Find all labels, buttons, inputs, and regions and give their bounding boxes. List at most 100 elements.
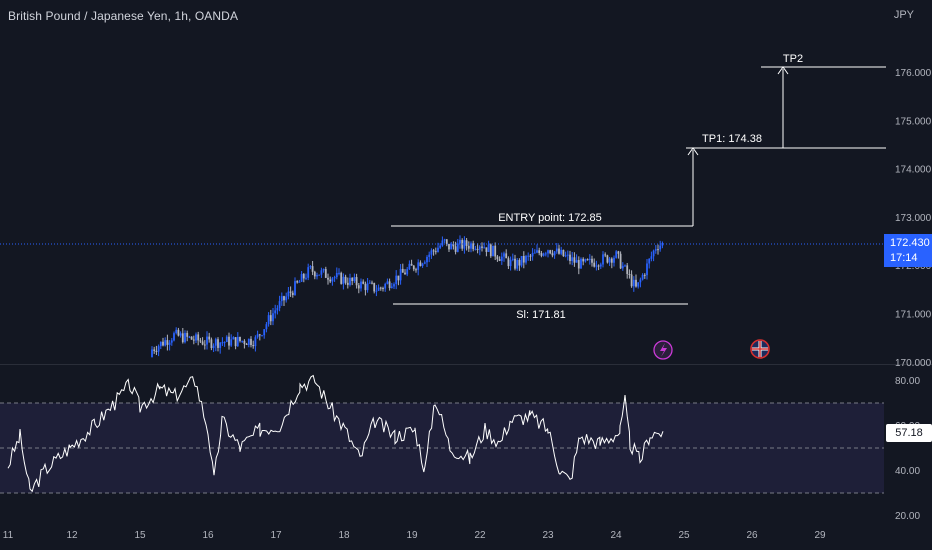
price-axis[interactable]: 176.000175.000174.000173.000172.000171.0… xyxy=(895,68,932,369)
candle-body xyxy=(377,287,380,291)
time-tick-label: 25 xyxy=(678,530,690,541)
candle-body xyxy=(153,349,156,351)
candle-body xyxy=(632,279,635,287)
candle-body xyxy=(423,262,426,264)
candle-body xyxy=(278,301,281,309)
candle-body xyxy=(219,342,222,348)
candle-body xyxy=(463,240,466,249)
candle-body xyxy=(476,248,479,250)
candle-body xyxy=(357,285,360,289)
candle-body xyxy=(522,255,525,263)
candle-body xyxy=(298,281,301,283)
candle-body xyxy=(351,277,354,281)
bar-countdown: 17:14 xyxy=(890,252,918,264)
time-tick-label: 16 xyxy=(202,530,214,541)
candle-body xyxy=(494,245,497,257)
time-tick-label: 22 xyxy=(474,530,486,541)
candle-body xyxy=(225,336,228,343)
candle-body xyxy=(245,343,248,345)
candle-body xyxy=(291,292,294,295)
candlestick-series[interactable] xyxy=(151,235,664,358)
time-tick-label: 18 xyxy=(338,530,350,541)
candle-body xyxy=(190,336,193,340)
candle-body xyxy=(443,239,446,241)
candle-body xyxy=(604,254,607,256)
candle-body xyxy=(470,243,472,249)
candle-body xyxy=(419,262,422,267)
candle-body xyxy=(505,253,508,259)
candle-body xyxy=(305,277,307,279)
candle-body xyxy=(406,269,409,275)
candle-body xyxy=(648,258,651,264)
price-tick-label: 171.000 xyxy=(895,310,932,321)
candle-body xyxy=(177,329,180,336)
candle-body xyxy=(426,256,428,263)
rsi-line[interactable] xyxy=(7,374,664,493)
candle-body xyxy=(474,248,477,250)
candle-body xyxy=(395,275,398,285)
candle-body xyxy=(342,276,345,284)
candle-body xyxy=(294,281,296,295)
candle-body xyxy=(206,336,208,345)
lightning-icon[interactable] xyxy=(653,340,673,360)
candle-body xyxy=(529,255,532,257)
candle-body xyxy=(571,257,574,261)
candle-body xyxy=(588,258,591,260)
candle-body xyxy=(657,249,659,251)
candle-body xyxy=(566,254,569,256)
candle-body xyxy=(597,265,600,267)
candle-body xyxy=(613,257,615,263)
candle-body xyxy=(250,338,252,346)
candle-body xyxy=(646,263,648,276)
candle-body xyxy=(175,329,178,334)
candle-body xyxy=(404,272,406,275)
candle-body xyxy=(287,291,290,297)
uk-flag-icon[interactable] xyxy=(750,339,770,359)
candle-body xyxy=(417,262,420,270)
candle-body xyxy=(329,279,332,282)
candle-body xyxy=(536,250,538,253)
candle-body xyxy=(195,334,197,341)
candle-body xyxy=(569,254,571,261)
candle-body xyxy=(371,282,373,284)
candle-body xyxy=(538,250,541,254)
candle-body xyxy=(223,342,226,344)
candle-body xyxy=(514,258,516,269)
candle-body xyxy=(525,256,527,263)
pane-divider[interactable] xyxy=(0,364,932,365)
tp2-label: TP2 xyxy=(783,53,803,65)
candle-body xyxy=(355,277,358,286)
tp1-label: TP1: 174.38 xyxy=(702,133,762,145)
candle-body xyxy=(584,259,587,262)
candle-body xyxy=(593,262,596,267)
candle-body xyxy=(276,308,279,311)
candle-body xyxy=(274,310,277,314)
candle-body xyxy=(410,263,413,266)
time-tick-label: 24 xyxy=(610,530,622,541)
candle-body xyxy=(580,258,582,269)
candle-body xyxy=(500,256,503,261)
candle-body xyxy=(652,250,655,257)
candle-body xyxy=(151,349,153,357)
time-axis[interactable]: 11 12 15 16 17 18 19 22 23 24 25 26 29 xyxy=(3,530,826,541)
candle-body xyxy=(208,336,211,340)
candle-body xyxy=(450,243,453,250)
candle-body xyxy=(617,251,620,254)
candle-body xyxy=(210,339,213,349)
candle-body xyxy=(459,239,461,244)
candle-body xyxy=(186,332,189,337)
candle-body xyxy=(595,265,598,267)
candle-body xyxy=(322,269,325,271)
candle-body xyxy=(621,265,624,269)
time-tick-label: 29 xyxy=(814,530,826,541)
candle-body xyxy=(498,259,501,261)
candle-body xyxy=(412,265,415,270)
candle-body xyxy=(659,245,662,250)
candle-body xyxy=(168,342,171,345)
candle-body xyxy=(318,274,321,276)
candle-body xyxy=(558,248,560,254)
candle-body xyxy=(441,240,444,246)
candle-body xyxy=(533,252,536,254)
